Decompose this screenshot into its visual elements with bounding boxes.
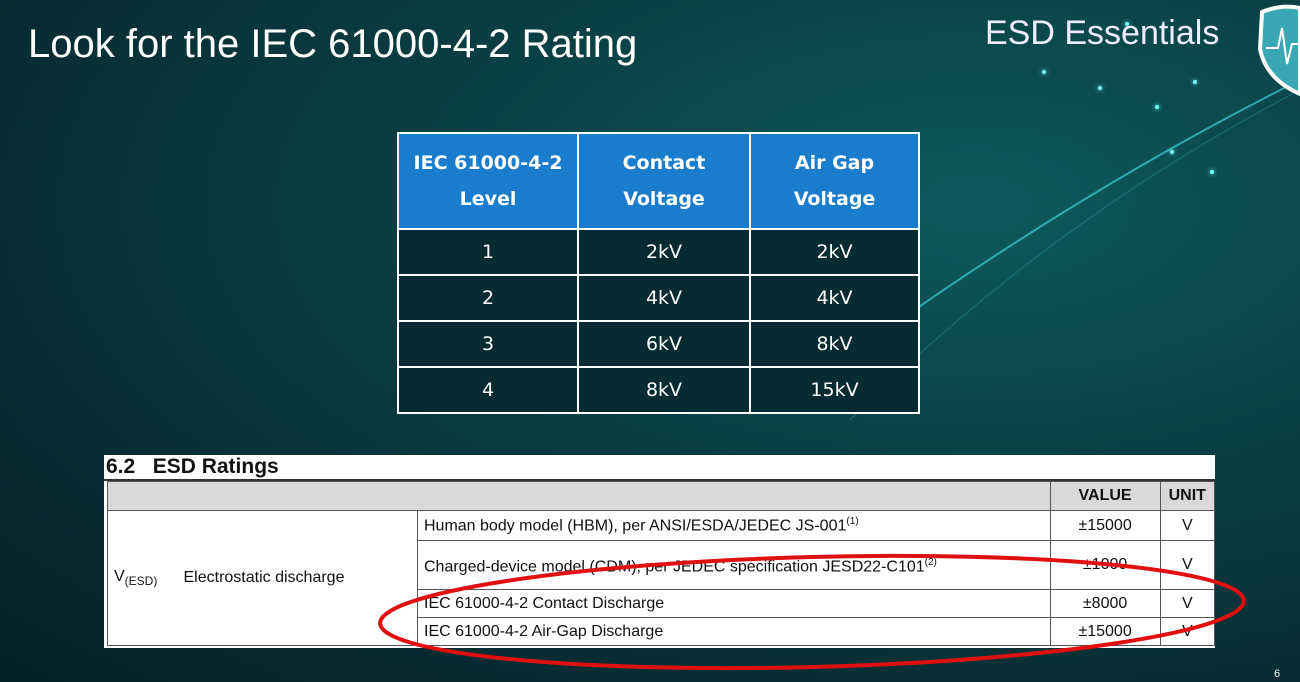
contact-cell: 8kV	[577, 366, 751, 414]
header-unit: UNIT	[1159, 481, 1216, 511]
header-air-gap-voltage: Air Gap Voltage	[749, 132, 920, 230]
air-gap-cell: 4kV	[749, 274, 920, 322]
table-row: 2 4kV 4kV	[397, 274, 920, 322]
air-gap-cell: 2kV	[749, 228, 920, 276]
condition-cell: IEC 61000-4-2 Air-Gap Discharge	[417, 617, 1051, 646]
value-cell: ±8000	[1049, 589, 1161, 618]
brand-name: ESD Essentials	[985, 14, 1220, 52]
level-cell: 2	[397, 274, 579, 322]
contact-cell: 4kV	[577, 274, 751, 322]
symbol-cell: V(ESD)	[107, 510, 178, 646]
unit-cell: V	[1159, 540, 1216, 590]
table-row: 1 2kV 2kV	[397, 228, 920, 276]
condition-cell: Human body model (HBM), per ANSI/ESDA/JE…	[417, 510, 1051, 541]
slide-title: Look for the IEC 61000-4-2 Rating	[28, 22, 638, 66]
shield-logo-icon	[1257, 4, 1300, 96]
section-title: 6.2 ESD Ratings	[104, 455, 1215, 481]
value-cell: ±15000	[1049, 510, 1161, 541]
contact-cell: 6kV	[577, 320, 751, 368]
table-row: 4 8kV 15kV	[397, 366, 920, 414]
condition-cell: Charged-device model (CDM), per JEDEC sp…	[417, 540, 1051, 590]
air-gap-cell: 8kV	[749, 320, 920, 368]
page-number: 6	[1274, 668, 1281, 680]
level-cell: 4	[397, 366, 579, 414]
header-contact-voltage: Contact Voltage	[577, 132, 751, 230]
header-level: IEC 61000-4-2 Level	[397, 132, 579, 230]
level-cell: 1	[397, 228, 579, 276]
header-value: VALUE	[1049, 481, 1161, 511]
value-cell: ±1000	[1049, 540, 1161, 590]
parameter-cell: Electrostatic discharge	[177, 510, 418, 646]
unit-cell: V	[1159, 510, 1216, 541]
contact-cell: 2kV	[577, 228, 751, 276]
air-gap-cell: 15kV	[749, 366, 920, 414]
unit-cell: V	[1159, 617, 1216, 646]
esd-ratings-table: 6.2 ESD Ratings VALUE UNIT V(ESD) Electro…	[104, 455, 1216, 648]
condition-cell: IEC 61000-4-2 Contact Discharge	[417, 589, 1051, 618]
level-cell: 3	[397, 320, 579, 368]
iec-level-table: IEC 61000-4-2 Level Contact Voltage Air …	[397, 132, 920, 414]
unit-cell: V	[1159, 589, 1216, 618]
value-cell: ±15000	[1049, 617, 1161, 646]
table-row: 3 6kV 8kV	[397, 320, 920, 368]
